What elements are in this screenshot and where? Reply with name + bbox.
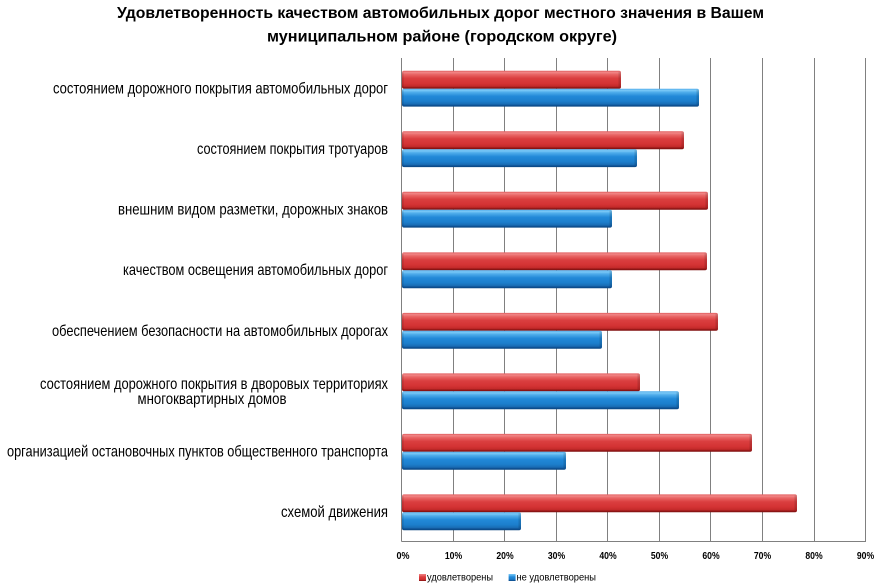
svg-text:не удовлетворены: не удовлетворены — [517, 572, 597, 584]
svg-text:80%: 80% — [805, 551, 822, 562]
svg-text:муниципальном районе (городско: муниципальном районе (городском округе) — [267, 28, 617, 45]
svg-text:качеством освещения автомобиль: качеством освещения автомобильных дорог — [123, 262, 388, 279]
svg-text:40%: 40% — [599, 551, 616, 562]
svg-text:внешним видом разметки, дорожн: внешним видом разметки, дорожных знаков — [118, 201, 388, 218]
svg-text:состоянием дорожного покрытия: состоянием дорожного покрытия в дворовых… — [40, 376, 388, 393]
svg-text:удовлетворены: удовлетворены — [427, 572, 493, 584]
svg-text:50%: 50% — [651, 551, 668, 562]
svg-text:10%: 10% — [445, 551, 462, 562]
svg-text:70%: 70% — [754, 551, 771, 562]
svg-text:обеспечением безопасности на: обеспечением безопасности на автомобильн… — [52, 323, 388, 340]
svg-text:30%: 30% — [548, 551, 565, 562]
svg-text:многоквартирных домов: многоквартирных домов — [138, 391, 287, 408]
svg-text:90%: 90% — [857, 551, 874, 562]
svg-text:схемой движения: схемой движения — [281, 504, 388, 521]
svg-text:состоянием дорожного покрытия: состоянием дорожного покрытия автомобиль… — [53, 80, 388, 97]
svg-text:состоянием покрытия тротуаров: состоянием покрытия тротуаров — [197, 141, 388, 158]
svg-text:Удовлетворенность качеством ав: Удовлетворенность качеством автомобильны… — [117, 5, 764, 22]
svg-text:20%: 20% — [496, 551, 513, 562]
svg-text:0%: 0% — [397, 551, 410, 562]
svg-text:60%: 60% — [702, 551, 719, 562]
svg-text:организацией остановочных пунк: организацией остановочных пунктов общест… — [7, 443, 388, 460]
